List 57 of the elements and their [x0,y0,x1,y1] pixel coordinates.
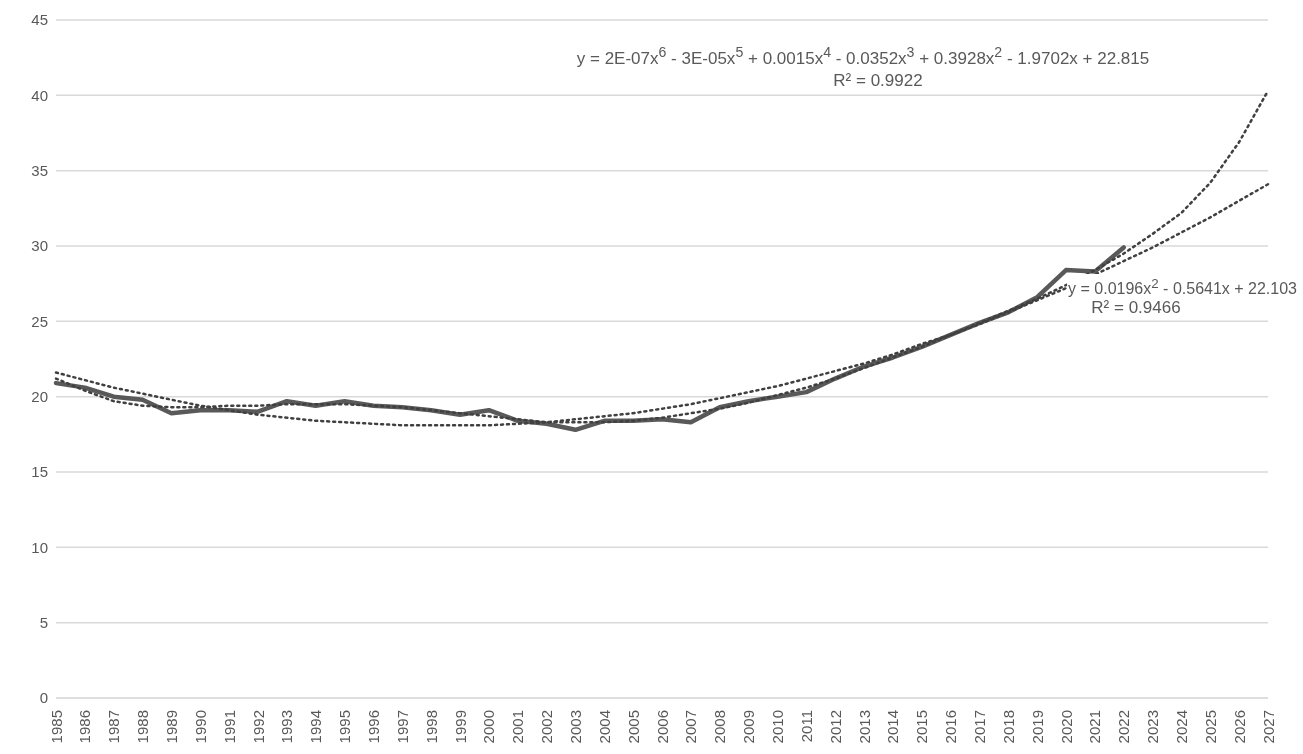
x-tick-label: 1989 [162,710,180,744]
x-tick-label: 2024 [1172,710,1190,744]
y-tick-label: 20 [31,387,48,405]
x-tick-label: 1991 [220,710,238,744]
x-tick-label: 2000 [480,710,498,744]
x-tick-label: 1990 [191,710,209,744]
x-tick-label: 1997 [393,710,411,744]
x-tick-label: 2009 [740,710,758,744]
x-tick-label: 2020 [1057,710,1075,744]
x-tick-label: 2005 [624,710,642,744]
x-tick-label: 2021 [1086,710,1104,744]
x-tick-label: 2014 [884,710,902,744]
x-tick-label: 2006 [653,710,671,744]
x-tick-label: 1995 [336,710,354,744]
annotation: R² = 0.9922 [833,71,923,91]
x-tick-label: 1988 [134,710,152,744]
x-tick-label: 2013 [855,710,873,744]
annotation: R² = 0.9466 [1091,298,1181,318]
x-tick-label: 1993 [278,710,296,744]
y-tick-label: 10 [31,538,48,556]
y-tick-label: 30 [31,237,48,255]
x-tick-label: 2016 [942,710,960,744]
x-tick-label: 2004 [595,710,613,744]
y-tick-label: 0 [39,689,48,707]
x-tick-label: 1994 [307,710,325,744]
x-tick-label: 2023 [1144,710,1162,744]
y-tick-label: 25 [31,312,48,330]
x-tick-label: 1986 [76,710,94,744]
x-tick-label: 2022 [1115,710,1133,744]
x-tick-label: 1996 [364,710,382,744]
x-tick-label: 2015 [913,710,931,744]
y-tick-label: 15 [31,463,48,481]
x-tick-label: 2003 [566,710,584,744]
y-tick-label: 40 [31,86,48,104]
x-tick-label: 2008 [711,710,729,744]
x-tick-label: 2019 [1028,710,1046,744]
x-tick-label: 2010 [768,710,786,744]
x-tick-label: 2025 [1201,710,1219,744]
x-tick-label: 2007 [682,710,700,744]
x-tick-label: 2002 [538,710,556,744]
x-tick-label: 1992 [249,710,267,744]
x-tick-label: 1999 [451,710,469,744]
y-tick-label: 45 [31,11,48,29]
x-tick-label: 1987 [105,710,123,744]
x-tick-label: 2001 [509,710,527,744]
x-tick-label: 1985 [47,710,65,744]
x-tick-label: 2017 [970,710,988,744]
x-tick-label: 2012 [826,710,844,744]
x-tick-label: 1998 [422,710,440,744]
x-tick-label: 2026 [1230,710,1248,744]
x-tick-label: 2027 [1259,710,1277,744]
text: y = 2E-07x$^{6}$ - 3E-05x$^{5}$ + 0.0015x$^{4}$ - 0.0352x$^{3}$ + 0.3928x$^{2}$ - 1.9702x + 22.815 [576,44,1150,68]
y-tick-label: 35 [31,161,48,179]
x-tick-label: 2011 [797,710,815,743]
annotation: y = 0.0196x$^{2}$ - 0.5641x + 22.103 [1067,274,1298,300]
x-tick-label: 2018 [999,710,1017,744]
y-tick-label: 5 [39,613,48,631]
